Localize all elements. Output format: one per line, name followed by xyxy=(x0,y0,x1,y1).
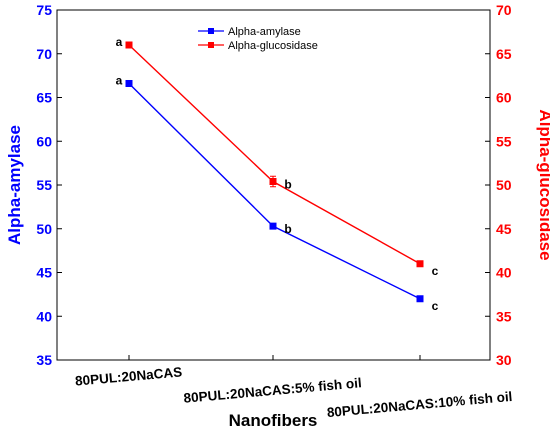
data-point xyxy=(416,260,424,268)
legend: Alpha-amylase Alpha-glucosidase xyxy=(198,26,318,52)
data-point xyxy=(416,295,424,303)
data-point xyxy=(269,178,277,185)
significance-label: c xyxy=(432,264,439,278)
x-tick-label: 80PUL:20NaCAS:10% fish oil xyxy=(326,389,513,420)
legend-marker-amylase xyxy=(208,28,214,34)
left-tick-label: 60 xyxy=(36,133,52,149)
right-tick-label: 60 xyxy=(496,90,512,106)
series-layer: a b c a b c xyxy=(116,35,439,313)
x-axis-title: Nanofibers xyxy=(229,411,318,430)
left-tick-label: 75 xyxy=(36,2,52,18)
left-tick-label: 50 xyxy=(36,221,52,237)
left-tick-label: 35 xyxy=(36,352,52,368)
legend-marker-glucosidase xyxy=(208,42,214,48)
right-tick-label: 55 xyxy=(496,133,512,149)
significance-label: a xyxy=(116,74,123,88)
legend-label-glucosidase: Alpha-glucosidase xyxy=(228,40,318,52)
significance-label: a xyxy=(116,35,123,49)
right-axis: 30 35 40 45 50 55 60 65 70 xyxy=(485,2,512,368)
left-tick-label: 45 xyxy=(36,265,52,281)
left-tick-label: 40 xyxy=(36,308,52,324)
significance-label: b xyxy=(284,222,291,236)
right-tick-label: 65 xyxy=(496,46,512,62)
left-axis: 35 40 45 50 55 60 65 70 75 xyxy=(36,2,62,368)
series-line-1 xyxy=(128,44,421,265)
x-tick-label: 80PUL:20NaCAS xyxy=(75,364,183,388)
right-axis-title: Alpha-glucosidase xyxy=(536,109,550,260)
data-point xyxy=(125,80,133,87)
right-tick-label: 50 xyxy=(496,177,512,193)
left-axis-title: Alpha-amylase xyxy=(5,125,24,245)
right-tick-label: 30 xyxy=(496,352,512,368)
series-line-0 xyxy=(128,83,421,300)
right-tick-label: 70 xyxy=(496,2,512,18)
data-point xyxy=(269,222,277,230)
left-tick-label: 65 xyxy=(36,90,52,106)
right-tick-label: 45 xyxy=(496,221,512,237)
left-tick-label: 55 xyxy=(36,177,52,193)
data-point xyxy=(125,41,133,49)
left-tick-label: 70 xyxy=(36,46,52,62)
legend-label-amylase: Alpha-amylase xyxy=(228,26,301,38)
right-tick-label: 35 xyxy=(496,308,512,324)
significance-label: c xyxy=(432,299,439,313)
right-tick-label: 40 xyxy=(496,265,512,281)
x-tick-label: 80PUL:20NaCAS:5% fish oil xyxy=(183,375,362,406)
significance-label: b xyxy=(284,178,291,192)
